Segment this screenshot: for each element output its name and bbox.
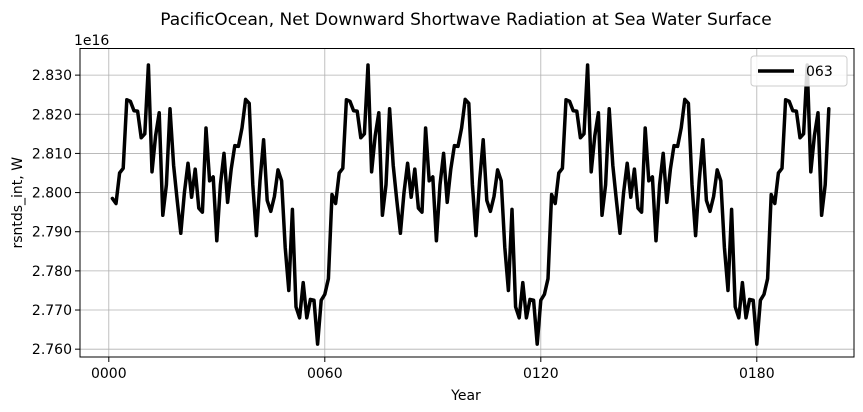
y-tick-label: 2.760	[32, 342, 72, 358]
legend-label-063: 063	[806, 64, 833, 80]
y-tick-label: 2.810	[32, 146, 72, 162]
x-tick-label: 0180	[739, 366, 775, 382]
legend-box	[750, 55, 848, 87]
x-tick-label: 0060	[307, 366, 343, 382]
y-tick-label: 2.790	[32, 225, 72, 241]
series-line-063	[110, 63, 831, 346]
series-layer	[110, 63, 831, 346]
y-tick-label: 2.800	[32, 186, 72, 202]
y-tick-label: 2.770	[32, 303, 72, 319]
y-tick-label: 2.820	[32, 107, 72, 123]
chart-title: PacificOcean, Net Downward Shortwave Rad…	[160, 10, 771, 30]
x-tick-label: 0120	[523, 366, 559, 382]
plot-frame	[79, 48, 855, 358]
y-axis-title: rsntds_int, W	[10, 157, 26, 249]
grid	[80, 48, 854, 357]
y-tick-label: 2.830	[32, 68, 72, 84]
y-axis: 2.760 2.770 2.780 2.790 2.800 2.810 2.820 2.830	[32, 68, 80, 358]
x-tick-label: 0000	[91, 366, 127, 382]
x-axis: 0000 0060 0120 0180	[91, 357, 775, 382]
legend: 063	[750, 55, 848, 87]
y-tick-label: 2.780	[32, 264, 72, 280]
x-axis-title: Year	[450, 388, 481, 404]
y-axis-offset-label: 1e16	[74, 33, 109, 49]
